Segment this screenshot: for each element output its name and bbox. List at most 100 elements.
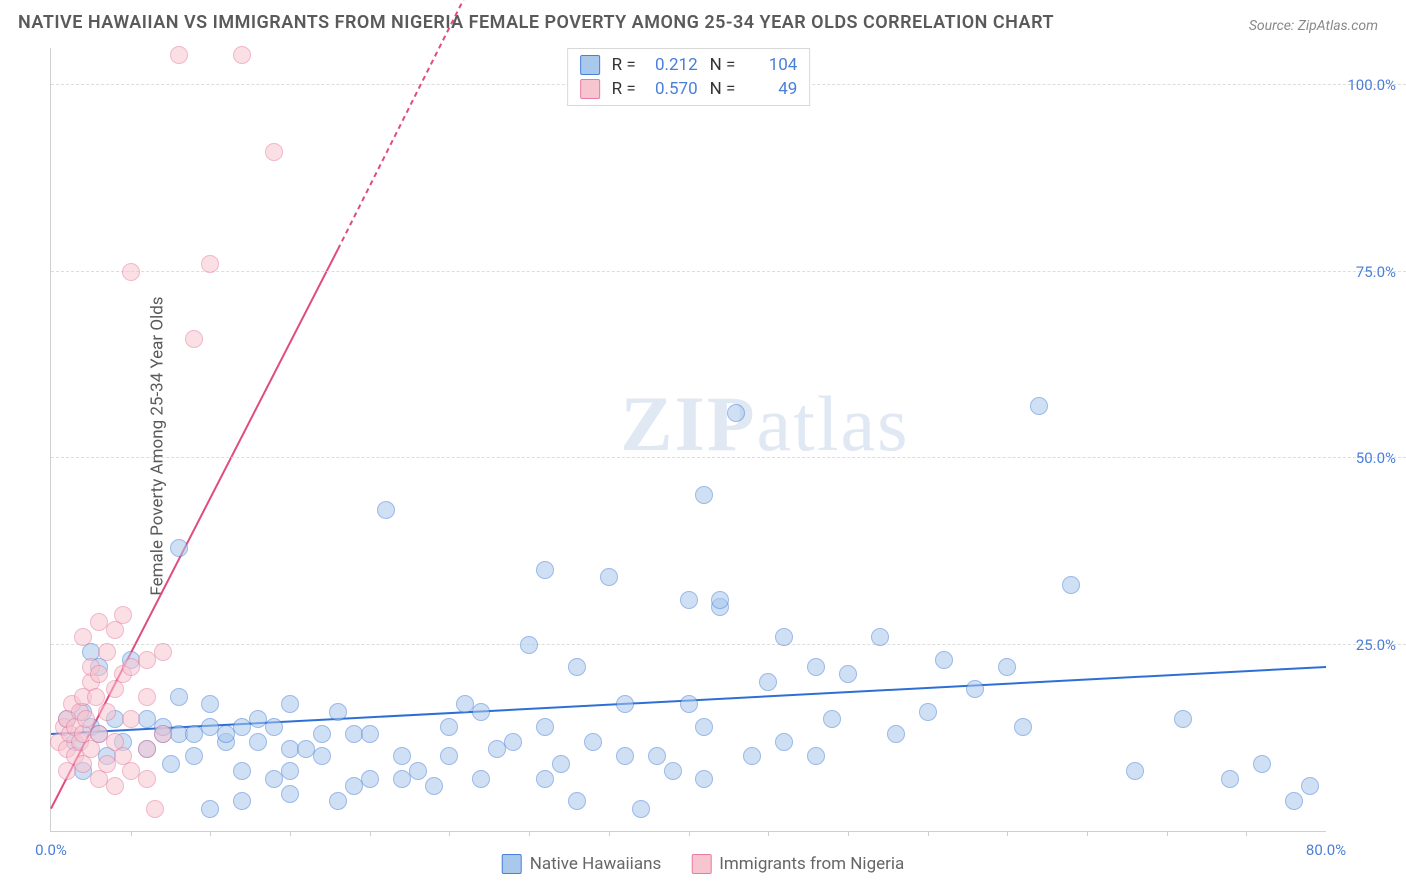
scatter-point-blue xyxy=(887,725,905,743)
x-tick xyxy=(370,831,371,836)
x-tick xyxy=(768,831,769,836)
scatter-point-blue xyxy=(201,800,219,818)
scatter-point-blue xyxy=(727,404,745,422)
scatter-point-blue xyxy=(1030,397,1048,415)
trend-lines-svg xyxy=(51,48,1326,831)
scatter-point-blue xyxy=(440,718,458,736)
scatter-point-blue xyxy=(472,770,490,788)
scatter-point-pink xyxy=(138,740,156,758)
legend-series: Native Hawaiians Immigrants from Nigeria xyxy=(502,854,905,874)
scatter-point-pink xyxy=(185,330,203,348)
scatter-point-blue xyxy=(680,591,698,609)
scatter-point-pink xyxy=(146,800,164,818)
scatter-point-blue xyxy=(552,755,570,773)
trend-line-dashed-pink xyxy=(338,0,466,249)
scatter-point-blue xyxy=(998,658,1016,676)
scatter-point-blue xyxy=(520,636,538,654)
x-tick-label: 0.0% xyxy=(35,841,67,859)
x-tick xyxy=(1246,831,1247,836)
scatter-point-blue xyxy=(313,747,331,765)
scatter-point-blue xyxy=(313,725,331,743)
scatter-point-blue xyxy=(281,762,299,780)
scatter-point-pink xyxy=(98,703,116,721)
r-label: R = xyxy=(612,55,636,75)
x-tick-label: 80.0% xyxy=(1306,841,1346,859)
scatter-point-blue xyxy=(648,747,666,765)
scatter-point-blue xyxy=(775,628,793,646)
x-tick xyxy=(1087,831,1088,836)
y-tick-label: 100.0% xyxy=(1347,76,1396,94)
scatter-point-blue xyxy=(807,747,825,765)
scatter-point-pink xyxy=(122,710,140,728)
scatter-point-blue xyxy=(871,628,889,646)
scatter-point-blue xyxy=(1253,755,1271,773)
scatter-point-blue xyxy=(233,762,251,780)
gridline-h xyxy=(51,271,1406,272)
legend-swatch-blue xyxy=(580,55,600,75)
x-tick xyxy=(449,831,450,836)
scatter-point-blue xyxy=(329,703,347,721)
scatter-point-blue xyxy=(377,501,395,519)
scatter-point-blue xyxy=(1301,777,1319,795)
legend-row-pink: R = 0.570 N = 49 xyxy=(580,77,798,101)
scatter-point-blue xyxy=(966,680,984,698)
scatter-point-pink xyxy=(114,606,132,624)
scatter-point-blue xyxy=(265,718,283,736)
scatter-point-blue xyxy=(425,777,443,795)
scatter-point-pink xyxy=(201,255,219,273)
x-tick xyxy=(689,831,690,836)
legend-label-pink: Immigrants from Nigeria xyxy=(719,854,904,874)
legend-item-pink: Immigrants from Nigeria xyxy=(691,854,904,874)
scatter-point-pink xyxy=(98,643,116,661)
r-label: R = xyxy=(612,79,636,99)
scatter-point-blue xyxy=(568,658,586,676)
scatter-point-blue xyxy=(440,747,458,765)
x-tick xyxy=(529,831,530,836)
x-tick xyxy=(131,831,132,836)
x-tick xyxy=(848,831,849,836)
scatter-point-pink xyxy=(106,777,124,795)
scatter-point-pink xyxy=(233,46,251,64)
scatter-point-blue xyxy=(743,747,761,765)
legend-label-blue: Native Hawaiians xyxy=(530,854,662,874)
scatter-point-blue xyxy=(1174,710,1192,728)
scatter-point-blue xyxy=(329,792,347,810)
scatter-point-blue xyxy=(807,658,825,676)
scatter-point-pink xyxy=(122,263,140,281)
scatter-point-blue xyxy=(361,725,379,743)
plot-area: ZIPatlas R = 0.212 N = 104 R = 0.570 N =… xyxy=(50,48,1326,832)
legend-swatch-pink xyxy=(691,854,711,874)
scatter-point-blue xyxy=(616,747,634,765)
scatter-point-pink xyxy=(77,710,95,728)
scatter-point-blue xyxy=(1014,718,1032,736)
legend-row-blue: R = 0.212 N = 104 xyxy=(580,53,798,77)
scatter-point-pink xyxy=(138,688,156,706)
scatter-point-blue xyxy=(249,733,267,751)
n-value-blue: 104 xyxy=(747,55,797,75)
scatter-point-blue xyxy=(1126,762,1144,780)
y-tick-label: 75.0% xyxy=(1356,263,1396,281)
scatter-point-blue xyxy=(361,770,379,788)
scatter-point-pink xyxy=(74,628,92,646)
scatter-point-blue xyxy=(695,486,713,504)
scatter-point-blue xyxy=(935,651,953,669)
scatter-point-blue xyxy=(409,762,427,780)
chart-container: NATIVE HAWAIIAN VS IMMIGRANTS FROM NIGER… xyxy=(0,0,1406,892)
scatter-point-blue xyxy=(823,710,841,728)
gridline-h xyxy=(51,457,1406,458)
n-label: N = xyxy=(710,79,736,99)
scatter-point-blue xyxy=(536,770,554,788)
chart-title: NATIVE HAWAIIAN VS IMMIGRANTS FROM NIGER… xyxy=(18,12,1054,33)
scatter-point-blue xyxy=(281,785,299,803)
scatter-point-pink xyxy=(90,665,108,683)
scatter-point-blue xyxy=(919,703,937,721)
scatter-point-blue xyxy=(600,568,618,586)
y-tick-label: 25.0% xyxy=(1356,636,1396,654)
scatter-point-pink xyxy=(138,770,156,788)
scatter-point-blue xyxy=(1221,770,1239,788)
n-value-pink: 49 xyxy=(747,79,797,99)
scatter-point-blue xyxy=(775,733,793,751)
scatter-point-pink xyxy=(154,725,172,743)
scatter-point-blue xyxy=(536,718,554,736)
x-tick xyxy=(1167,831,1168,836)
